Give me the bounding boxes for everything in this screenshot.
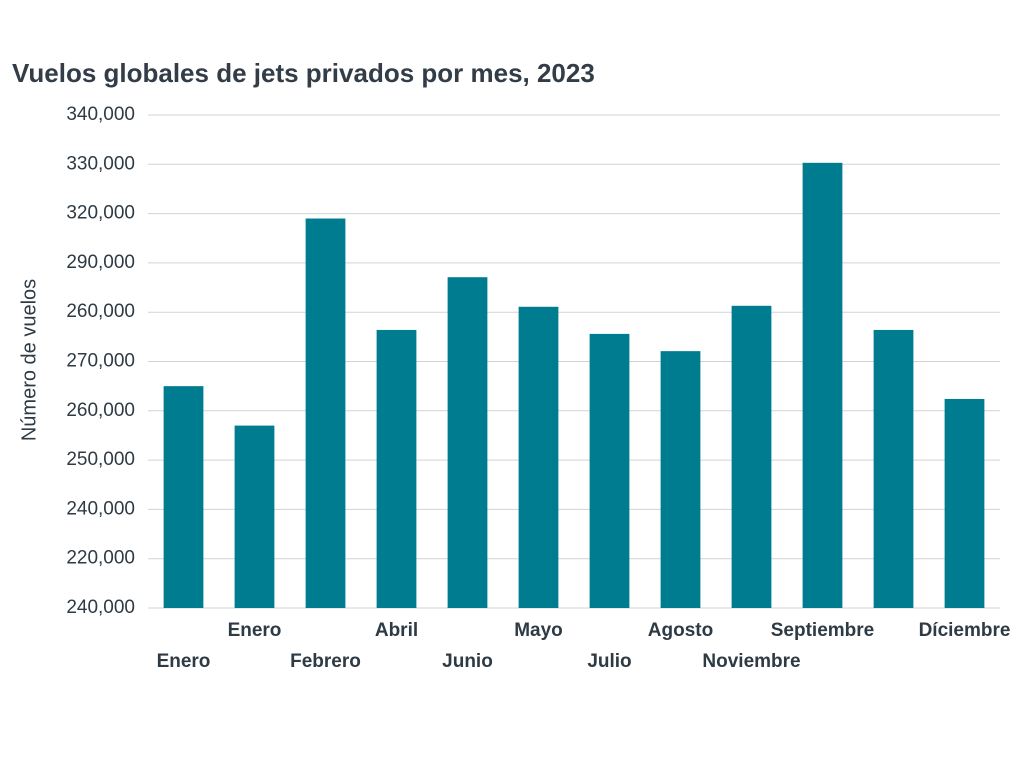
- y-tick-label: 320,000: [66, 203, 135, 224]
- x-tick-label: Febrero: [290, 651, 361, 672]
- x-tick-label: Enero: [228, 620, 282, 641]
- bar: [376, 329, 417, 608]
- x-tick-label: Julio: [587, 651, 631, 672]
- bar: [234, 425, 275, 608]
- y-tick-label: 330,000: [66, 153, 135, 174]
- x-tick-label: Agosto: [648, 620, 713, 641]
- y-tick-label: 220,000: [66, 548, 135, 569]
- bar: [944, 398, 985, 608]
- y-tick-label: 260,000: [66, 400, 135, 421]
- y-tick-label: 260,000: [66, 301, 135, 322]
- bar: [731, 305, 772, 608]
- bar: [589, 333, 630, 608]
- y-tick-label: 250,000: [66, 449, 135, 470]
- x-tick-label: Abril: [375, 620, 418, 641]
- y-tick-label: 240,000: [66, 597, 135, 618]
- bar: [305, 218, 346, 608]
- bar: [518, 306, 559, 608]
- y-axis-label: Número de vuelos: [18, 279, 40, 441]
- y-tick-label: 240,000: [66, 498, 135, 519]
- chart-title: Vuelos globales de jets privados por mes…: [12, 58, 595, 88]
- x-tick-label: Mayo: [514, 620, 563, 641]
- bar: [660, 351, 701, 608]
- bar: [447, 277, 488, 608]
- x-tick-label: Enero: [157, 651, 211, 672]
- x-tick-label: Noviembre: [702, 651, 800, 672]
- y-tick-label: 290,000: [66, 252, 135, 273]
- bar: [163, 386, 204, 608]
- x-tick-label: Díciembre: [919, 620, 1011, 641]
- y-tick-label: 340,000: [66, 104, 135, 125]
- bar: [802, 162, 843, 609]
- x-tick-label: Junio: [442, 651, 493, 672]
- x-tick-label: Septiembre: [771, 620, 874, 641]
- bar: [873, 329, 914, 608]
- y-tick-label: 270,000: [66, 351, 135, 372]
